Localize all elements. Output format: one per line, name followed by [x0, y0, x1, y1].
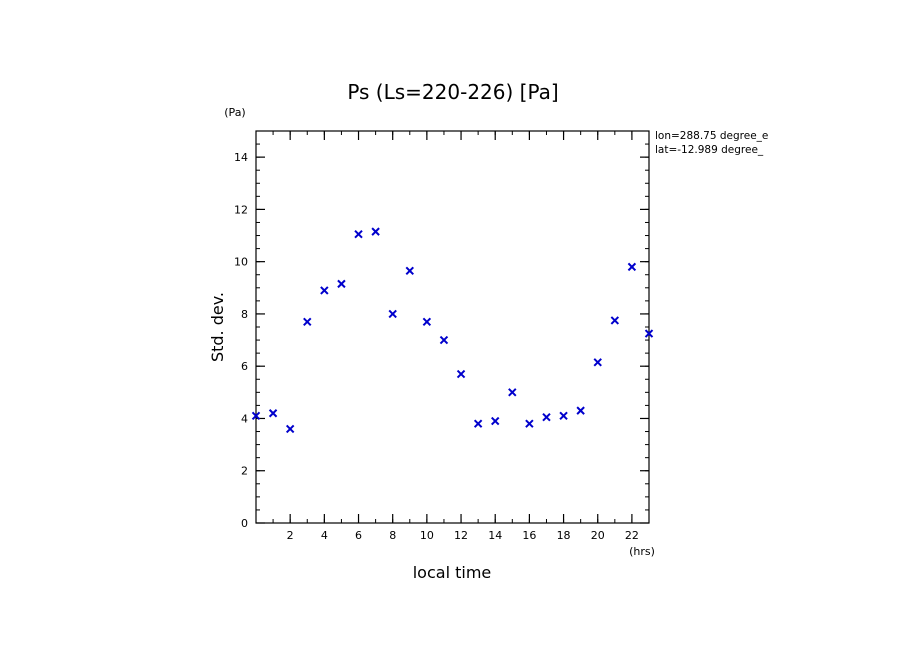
y-tick-label: 4: [241, 412, 248, 425]
data-point: [593, 358, 602, 367]
y-tick-label: 6: [241, 360, 248, 373]
data-point: [525, 419, 534, 428]
x-tick-label: 4: [321, 529, 328, 542]
x-tick-label: 10: [420, 529, 434, 542]
y-tick-label: 14: [234, 151, 248, 164]
x-tick-label: 22: [625, 529, 639, 542]
y-tick-label: 8: [241, 308, 248, 321]
plot-frame: [255, 130, 650, 524]
x-tick-label: 6: [355, 529, 362, 542]
data-point: [542, 412, 551, 422]
x-tick-label: 16: [522, 529, 536, 542]
data-point: [439, 335, 449, 345]
x-axis-label: local time: [413, 563, 492, 582]
data-point: [610, 316, 620, 325]
data-point: [456, 369, 466, 379]
data-point: [354, 230, 363, 239]
data-point: [644, 329, 654, 338]
info-clip: [780, 125, 904, 160]
data-point: [388, 309, 397, 319]
data-point: [320, 286, 329, 295]
x-axis-ticks: 2 4 6 8 10 12 14 16 18 20 22: [255, 131, 650, 542]
y-tick-label: 0: [241, 517, 248, 530]
y-axis-label: Std. dev.: [208, 292, 227, 362]
x-tick-label: 18: [557, 529, 571, 542]
data-point: [422, 317, 432, 326]
x-tick-label: 14: [488, 529, 502, 542]
x-unit-label: (hrs): [629, 545, 655, 558]
x-tick-label: 12: [454, 529, 468, 542]
x-tick-label: 8: [389, 529, 396, 542]
y-unit-label: (Pa): [224, 106, 245, 119]
x-tick-label: 2: [287, 529, 294, 542]
data-point: [473, 419, 483, 428]
data-point: [337, 279, 346, 289]
data-point: [303, 317, 312, 326]
data-point: [627, 262, 637, 272]
data-point: [251, 411, 261, 421]
data-point: [268, 409, 278, 418]
info-lat: lat=-12.989 degree_: [655, 144, 764, 156]
data-point: [405, 266, 414, 276]
y-tick-label: 10: [234, 256, 248, 269]
y-tick-label: 12: [234, 203, 248, 216]
chart-title: Ps (Ls=220-226) [Pa]: [347, 80, 558, 104]
y-tick-label: 2: [241, 465, 248, 478]
data-point: [508, 388, 517, 397]
data-point: [559, 411, 568, 421]
info-lon: lon=288.75 degree_e: [655, 130, 768, 142]
data-point: [371, 227, 380, 236]
y-axis-ticks: 0 2 4 6 8 10 12 14: [234, 130, 649, 530]
data-points: [251, 227, 654, 434]
data-point: [491, 416, 500, 426]
x-tick-label: 20: [591, 529, 605, 542]
data-point: [285, 424, 295, 434]
data-point: [576, 406, 585, 415]
